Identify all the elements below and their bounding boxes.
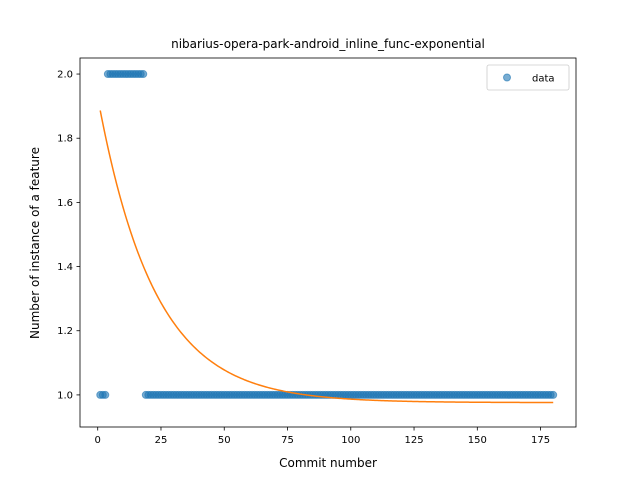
y-tick-label: 1.8 [57,134,73,145]
x-tick-label: 25 [155,435,168,446]
x-tick-label: 100 [341,435,360,446]
axes-frame [79,57,577,428]
y-tick-label: 1.6 [57,198,73,209]
x-tick-label: 0 [95,435,101,446]
y-tick-label: 1.0 [57,390,73,401]
legend-box [486,64,570,91]
y-axis-label: Number of instance of a feature [28,147,42,339]
x-tick-label: 125 [404,435,423,446]
data-point [101,390,110,399]
plot-area [96,70,558,404]
x-tick-label: 75 [281,435,294,446]
axes: 0 25 50 75 100 125 150 175 1.0 1.2 1.4 1.6 1.8 2.0 [57,57,577,446]
data-point [549,390,558,399]
y-tick-label: 2.0 [57,70,73,81]
legend: data [486,64,570,91]
scatter-series [96,70,558,399]
y-tick-label: 1.4 [57,262,73,273]
legend-marker [503,73,511,82]
y-tick-label: 1.2 [57,326,73,337]
chart-title: nibarius-opera-park-android_inline_func-… [171,37,485,51]
x-tick-label: 150 [468,435,487,446]
x-tick-label: 175 [531,435,550,446]
fit-line [99,110,554,404]
x-tick-label: 50 [218,435,231,446]
x-axis-label: Commit number [279,456,377,470]
legend-label: data [532,74,555,85]
data-point [139,70,148,79]
